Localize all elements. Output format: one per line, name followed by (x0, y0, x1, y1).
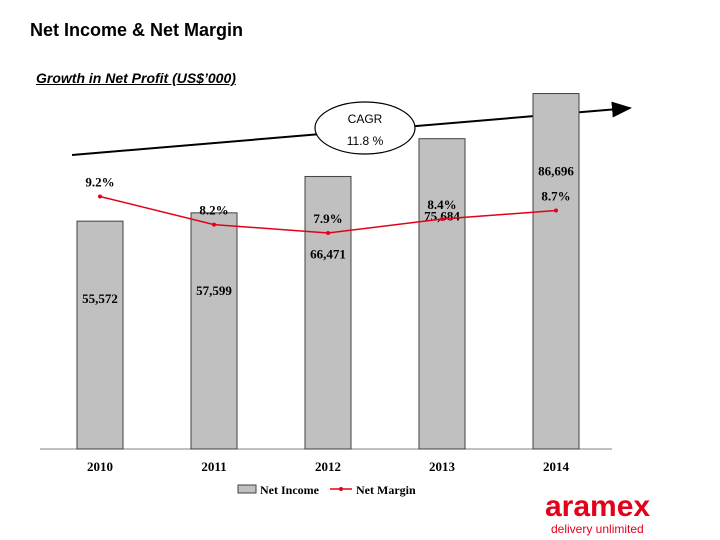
margin-point-2013 (440, 216, 444, 221)
bar-2012 (304, 175, 352, 450)
legend-net-income-label: Net Income (260, 483, 320, 497)
bar-2010 (76, 220, 124, 450)
x-tick-2014: 2014 (543, 459, 570, 474)
x-tick-2011: 2011 (201, 459, 226, 474)
legend-net-income-swatch (237, 484, 257, 494)
logo-tagline: delivery unlimited (551, 522, 644, 536)
cagr-label: CAGR (348, 112, 383, 126)
legend-net-margin-marker (339, 487, 343, 491)
bar-label-2014: 86,696 (538, 164, 574, 179)
margin-point-2014 (554, 208, 558, 213)
bar-label-2012: 66,471 (310, 246, 346, 261)
bar-2013 (418, 138, 466, 450)
cagr-value: 11.8 % (347, 134, 384, 148)
bar-2014 (532, 93, 580, 450)
bar-2011 (190, 212, 238, 450)
margin-point-2012 (326, 231, 330, 235)
bar-label-2010: 55,572 (82, 291, 118, 306)
page-title: Net Income & Net Margin (30, 20, 244, 40)
x-tick-2012: 2012 (315, 459, 341, 474)
chart-subtitle: Growth in Net Profit (US$’000) (36, 70, 236, 86)
margin-label-2012: 7.9% (313, 211, 342, 226)
margin-point-2010 (98, 194, 102, 199)
legend: Net Income Net Margin (237, 483, 416, 497)
margin-label-2014: 8.7% (541, 189, 570, 204)
logo-wordmark: aramex (545, 490, 651, 523)
cagr-badge (314, 101, 416, 155)
margin-point-2011 (212, 222, 216, 227)
margin-label-2010: 9.2% (85, 174, 114, 189)
x-tick-2010: 2010 (87, 459, 113, 474)
legend-net-margin-label: Net Margin (356, 483, 416, 497)
margin-label-2011: 8.2% (199, 203, 228, 218)
bar-label-2011: 57,599 (196, 283, 232, 298)
aramex-logo: aramex delivery unlimited (545, 492, 695, 537)
margin-label-2013: 8.4% (427, 197, 456, 212)
x-tick-2013: 2013 (429, 459, 456, 474)
